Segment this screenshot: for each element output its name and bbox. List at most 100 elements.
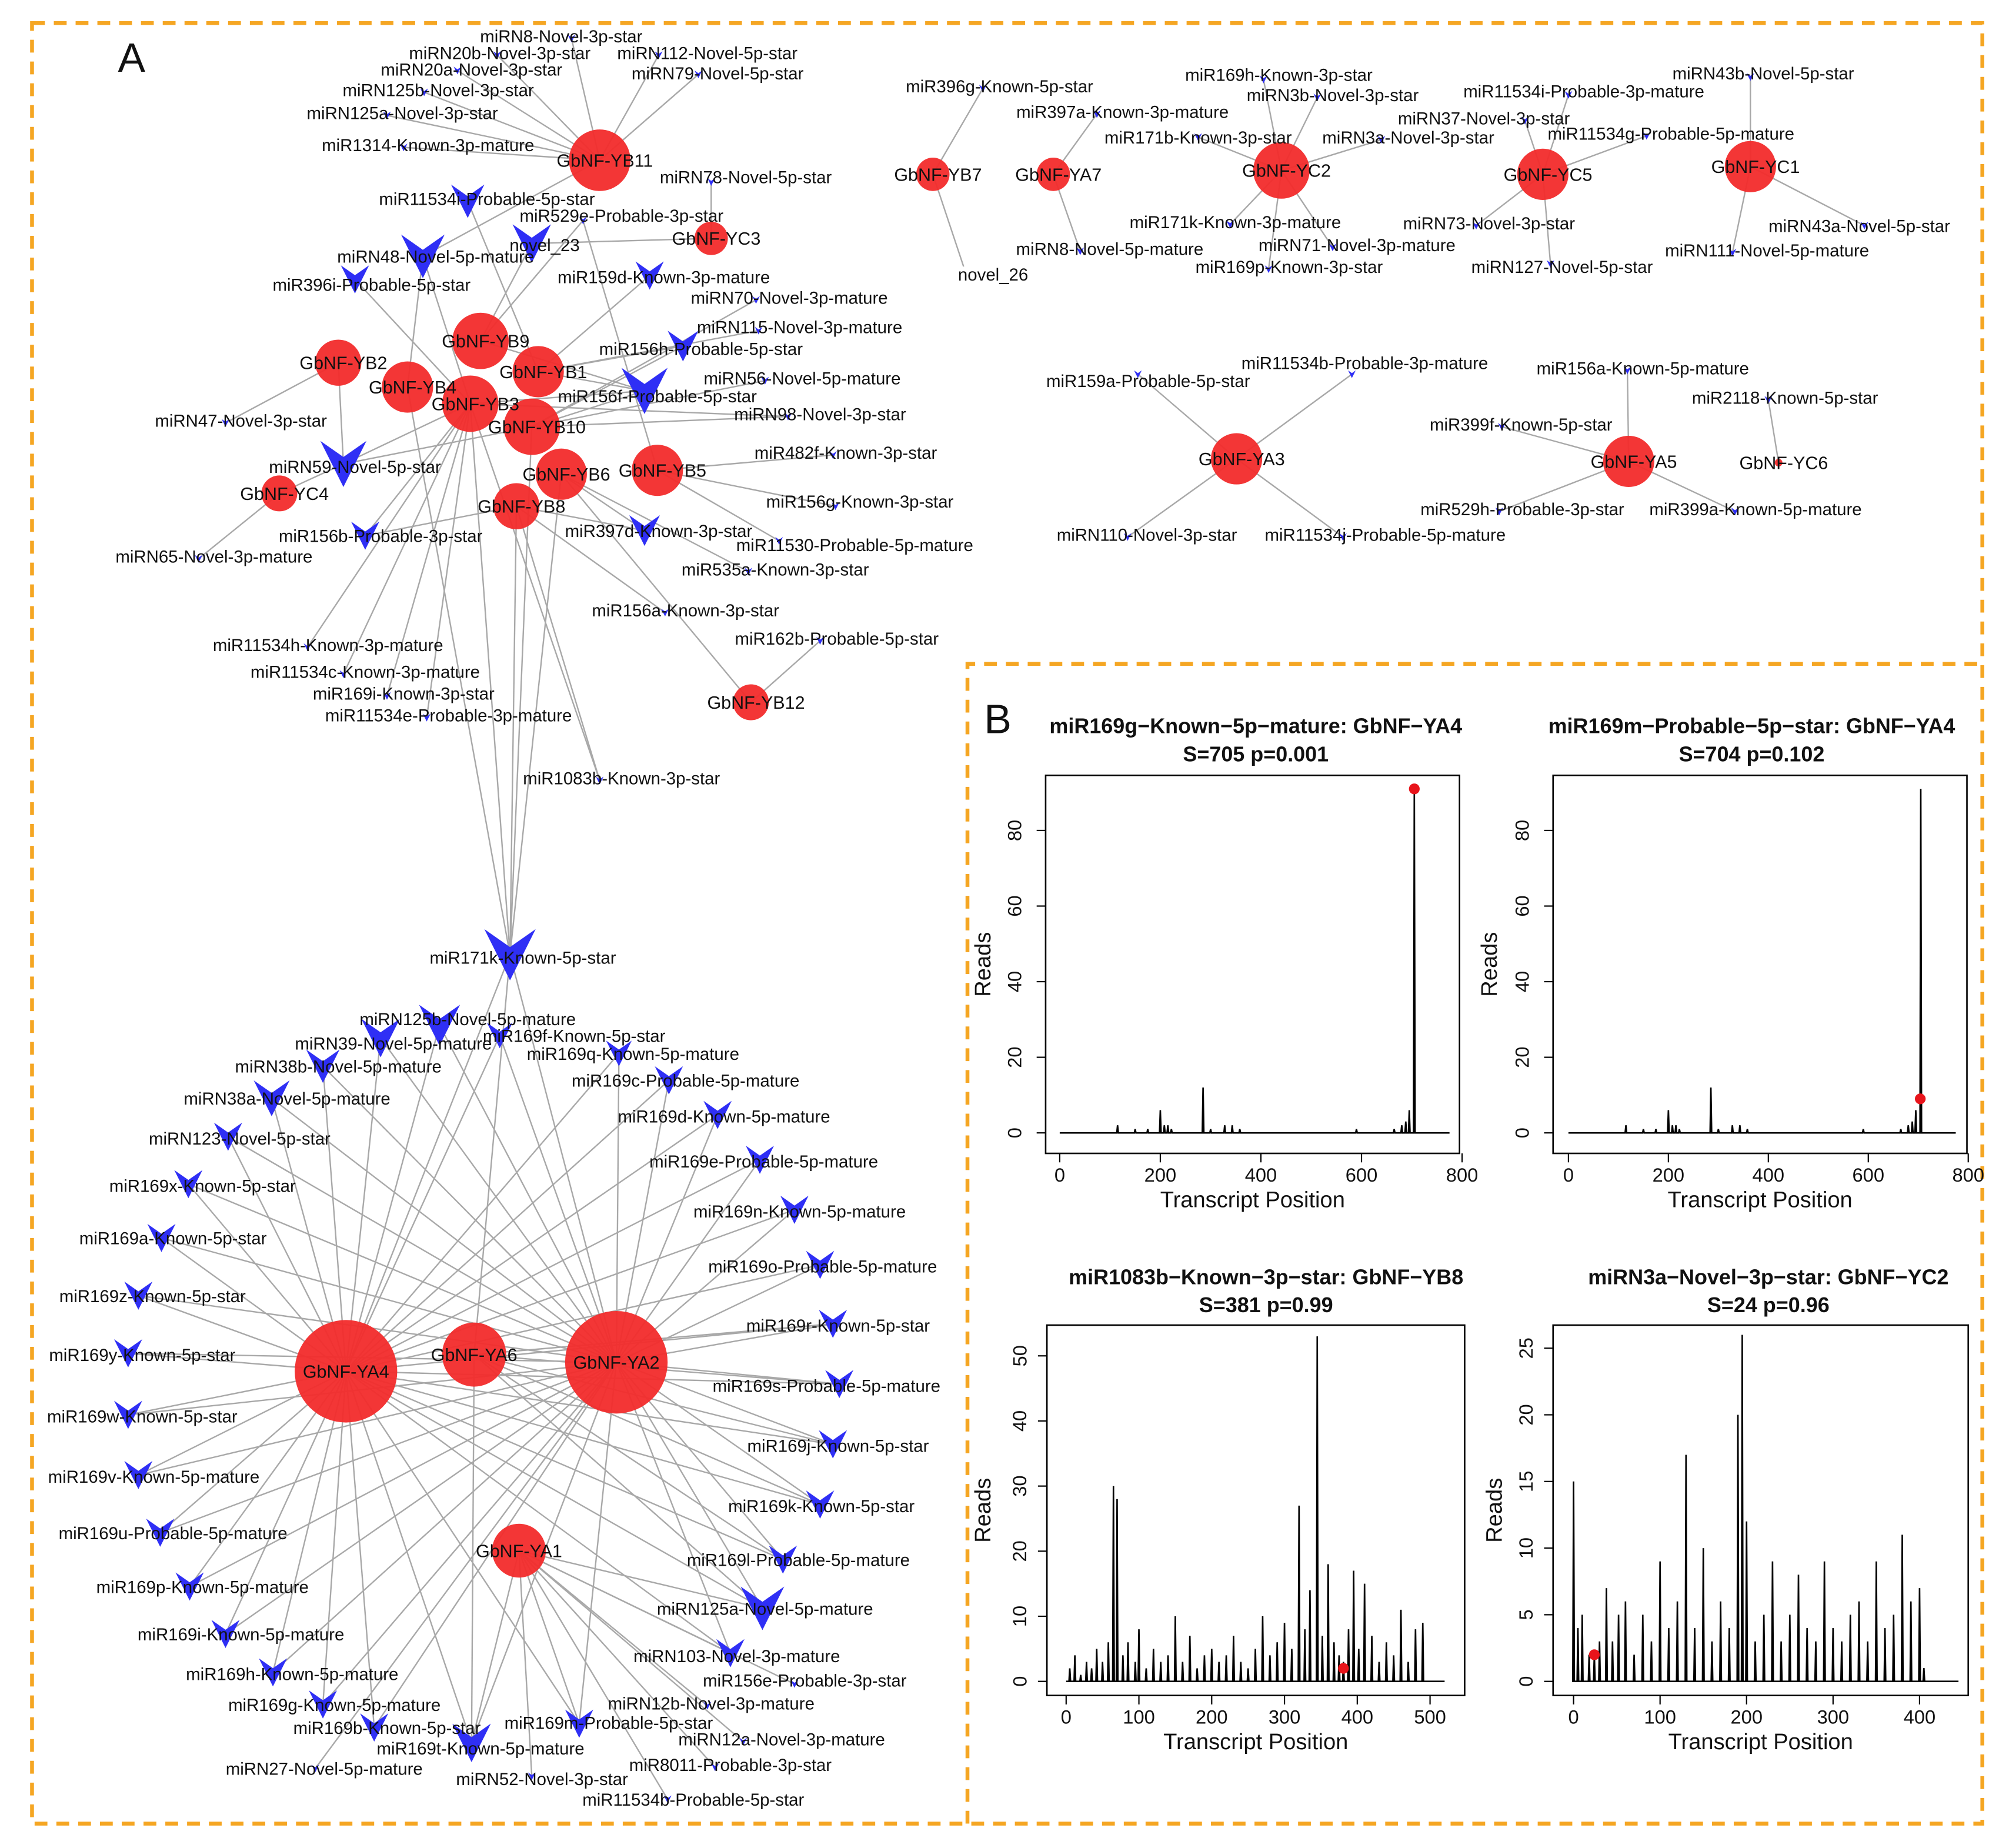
mirna-arrow-icon[interactable]: [360, 1713, 389, 1742]
mirna-node-label[interactable]: miR11530-Probable-5p-mature: [736, 536, 973, 555]
tf-node-circle[interactable]: [632, 445, 683, 496]
mirna-node-label[interactable]: miRN43b-Novel-5p-star: [1673, 64, 1854, 84]
mirna-arrow-icon[interactable]: [784, 412, 792, 421]
mirna-arrow-icon[interactable]: [383, 692, 391, 700]
mirna-arrow-icon[interactable]: [740, 1586, 785, 1630]
mirna-node-label[interactable]: miRN3b-Novel-3p-star: [1247, 86, 1419, 105]
mirna-node-label[interactable]: miRN8-Novel-5p-mature: [1016, 240, 1204, 259]
mirna-node-label[interactable]: miR11534e-Probable-3p-mature: [325, 706, 572, 726]
mirna-arrow-icon[interactable]: [635, 261, 664, 290]
mirna-arrow-icon[interactable]: [703, 1100, 732, 1129]
tf-node-circle[interactable]: [503, 398, 560, 455]
mirna-node-label[interactable]: miR169a-Known-5p-star: [79, 1229, 267, 1249]
mirna-arrow-icon[interactable]: [775, 536, 783, 545]
tf-node-circle[interactable]: [569, 129, 630, 191]
tf-node-circle[interactable]: [382, 361, 433, 413]
mirna-arrow-icon[interactable]: [320, 441, 367, 488]
mirna-node-label[interactable]: miR171k-Known-3p-mature: [1130, 213, 1341, 232]
tf-node-circle[interactable]: [1603, 435, 1654, 488]
tf-node-label[interactable]: GbNF-YA1: [476, 1541, 562, 1561]
mirna-node-label[interactable]: miRN56-Novel-5p-mature: [703, 369, 900, 389]
mirna-node-label[interactable]: miRN12b-Novel-3p-mature: [608, 1694, 815, 1714]
mirna-arrow-icon[interactable]: [565, 1709, 593, 1738]
tf-node-circle[interactable]: [1724, 141, 1776, 192]
tf-node-circle[interactable]: [452, 312, 509, 369]
mirna-node-label[interactable]: miR169h-Known-5p-mature: [186, 1665, 398, 1684]
mirna-arrow-icon[interactable]: [1123, 533, 1132, 541]
mirna-arrow-icon[interactable]: [744, 568, 752, 576]
mirna-node-label[interactable]: miR8011-Probable-3p-star: [629, 1756, 832, 1775]
mirna-arrow-icon[interactable]: [114, 1339, 142, 1367]
mirna-node-label[interactable]: miR169w-Known-5p-star: [47, 1407, 238, 1427]
mirna-arrow-icon[interactable]: [341, 265, 369, 294]
mirna-node-label[interactable]: miR169j-Known-5p-star: [747, 1437, 929, 1456]
mirna-arrow-icon[interactable]: [452, 1723, 491, 1762]
tf-node-circle[interactable]: [694, 221, 728, 255]
mirna-node-label[interactable]: miRN59-Novel-5p-star: [269, 458, 441, 477]
mirna-node-label[interactable]: miR169u-Probable-5p-mature: [59, 1524, 288, 1543]
mirna-node-label[interactable]: miRN43a-Novel-5p-star: [1768, 216, 1950, 236]
tf-node-circle[interactable]: [442, 375, 499, 432]
mirna-arrow-icon[interactable]: [806, 1250, 835, 1279]
tf-node-label[interactable]: GbNF-YC1: [1711, 157, 1800, 177]
mirna-arrow-icon[interactable]: [351, 521, 379, 550]
mirna-node-label[interactable]: miR11534h-Known-3p-mature: [213, 636, 443, 655]
mirna-arrow-icon[interactable]: [174, 1170, 203, 1199]
tf-node-label[interactable]: GbNF-YA2: [573, 1353, 660, 1373]
mirna-node-label[interactable]: miR2118-Known-5p-star: [1692, 388, 1878, 408]
mirna-arrow-icon[interactable]: [213, 1122, 242, 1151]
mirna-arrow-icon[interactable]: [311, 1764, 319, 1773]
tf-node-circle[interactable]: [315, 339, 362, 386]
mirna-node-label[interactable]: miR171k-Known-5p-star: [429, 949, 616, 968]
mirna-arrow-icon[interactable]: [309, 1690, 338, 1719]
mirna-arrow-icon[interactable]: [419, 1005, 460, 1046]
tf-node-label[interactable]: GbNF-YC4: [240, 484, 329, 504]
mirna-arrow-icon[interactable]: [361, 1019, 400, 1058]
tf-node-circle[interactable]: [261, 475, 298, 512]
tf-node-label[interactable]: GbNF-YB10: [488, 418, 586, 438]
mirna-arrow-icon[interactable]: [806, 1490, 835, 1519]
mirna-arrow-icon[interactable]: [761, 376, 769, 385]
mirna-arrow-icon[interactable]: [1348, 370, 1356, 378]
mirna-arrow-icon[interactable]: [819, 1430, 847, 1459]
mirna-arrow-icon[interactable]: [1764, 396, 1773, 404]
mirna-node-label[interactable]: miRN111-Novel-5p-mature: [1665, 241, 1869, 261]
tf-node-label[interactable]: GbNF-YB12: [707, 693, 805, 713]
mirna-node-label[interactable]: miR169o-Probable-5p-mature: [708, 1257, 937, 1277]
tf-node-label[interactable]: GbNF-YB6: [522, 465, 610, 485]
mirna-node-label[interactable]: miR156a-Known-3p-star: [592, 601, 779, 621]
mirna-node-label[interactable]: miR397a-Known-3p-mature: [1016, 103, 1229, 122]
tf-node-label[interactable]: GbNF-YB3: [432, 394, 519, 414]
mirna-arrow-icon[interactable]: [663, 1795, 672, 1803]
mirna-node-label[interactable]: miRN39-Novel-5p-mature: [295, 1035, 492, 1054]
mirna-arrow-icon[interactable]: [621, 368, 668, 414]
mirna-node-label[interactable]: miR11534b-Probable-5p-star: [582, 1790, 804, 1810]
mirna-node-label[interactable]: miRN79-Novel-5p-star: [632, 64, 804, 84]
mirna-arrow-icon[interactable]: [780, 1195, 809, 1224]
mirna-node-label[interactable]: miRN123-Novel-5p-star: [149, 1129, 331, 1149]
mirna-arrow-icon[interactable]: [259, 1658, 288, 1687]
mirna-node-label[interactable]: miR169q-Known-5p-mature: [527, 1045, 739, 1064]
mirna-arrow-icon[interactable]: [790, 1680, 799, 1688]
mirna-arrow-icon[interactable]: [450, 184, 485, 218]
mirna-node-label[interactable]: miRN38a-Novel-5p-mature: [183, 1089, 390, 1109]
mirna-node-label[interactable]: miR156b-Probable-3p-star: [279, 527, 483, 546]
mirna-node-label[interactable]: miRN125b-Novel-5p-mature: [359, 1010, 576, 1029]
mirna-node-label[interactable]: miR156e-Probable-3p-star: [703, 1671, 907, 1690]
mirna-node-label[interactable]: miRN125a-Novel-3p-star: [307, 104, 498, 124]
mirna-arrow-icon[interactable]: [486, 1022, 513, 1049]
mirna-arrow-icon[interactable]: [303, 643, 312, 651]
mirna-arrow-icon[interactable]: [1313, 94, 1321, 102]
mirna-node-label[interactable]: miRN110-Novel-3p-star: [1057, 526, 1237, 545]
tf-node-label[interactable]: GbNF-YA6: [431, 1345, 518, 1365]
tf-node-circle[interactable]: [492, 1523, 546, 1578]
mirna-node-label[interactable]: novel_23: [509, 236, 579, 255]
mirna-node-label[interactable]: miR169b-Known-5p-star: [293, 1719, 481, 1738]
mirna-arrow-icon[interactable]: [579, 216, 587, 225]
mirna-node-label[interactable]: miRN12a-Novel-3p-mature: [678, 1730, 885, 1750]
mirna-arrow-icon[interactable]: [1377, 136, 1386, 144]
mirna-arrow-icon[interactable]: [596, 776, 604, 785]
mirna-arrow-icon[interactable]: [1728, 248, 1737, 256]
mirna-node-label[interactable]: miR11534i-Probable-5p-star: [379, 190, 595, 209]
mirna-node-label[interactable]: miR11534b-Probable-3p-mature: [1242, 354, 1489, 373]
